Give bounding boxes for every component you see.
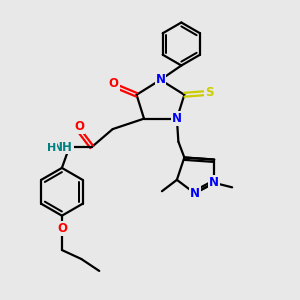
Text: N: N [209, 176, 219, 189]
Text: O: O [57, 222, 67, 235]
Text: N: N [190, 187, 200, 200]
Text: H: H [47, 142, 56, 153]
Text: O: O [74, 120, 85, 133]
Text: NH: NH [53, 140, 73, 154]
Text: N: N [172, 112, 182, 125]
Text: S: S [205, 86, 214, 99]
Text: O: O [109, 77, 118, 90]
Text: N: N [155, 73, 166, 86]
